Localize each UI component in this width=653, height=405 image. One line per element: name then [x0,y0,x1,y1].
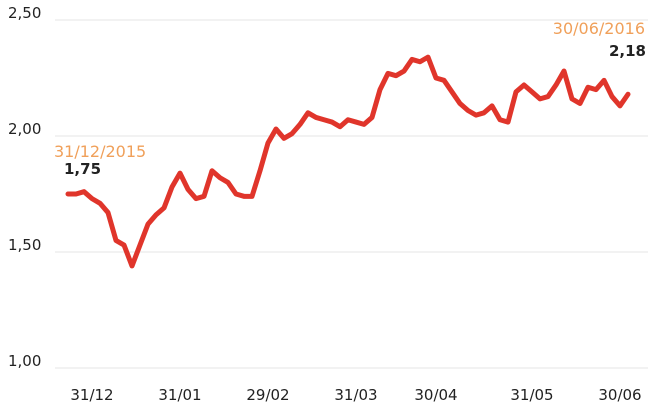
x-tick-label: 31/05 [510,386,553,404]
y-tick-label: 1,50 [8,236,41,254]
x-tick-label: 31/03 [334,386,377,404]
x-tick-label: 31/12 [70,386,113,404]
x-tick-label: 30/06 [598,386,641,404]
y-tick-label: 1,00 [8,352,41,370]
x-tick-label: 30/04 [414,386,457,404]
y-tick-label: 2,00 [8,120,41,138]
annotation: 31/12/2015 [54,142,146,161]
y-tick-label: 2,50 [8,4,41,22]
value-label: 2,18 [609,42,646,60]
value-label: 1,75 [64,160,101,178]
x-tick-label: 29/02 [246,386,289,404]
annotation: 30/06/2016 [553,19,645,38]
x-tick-label: 31/01 [158,386,201,404]
line [65,54,631,269]
